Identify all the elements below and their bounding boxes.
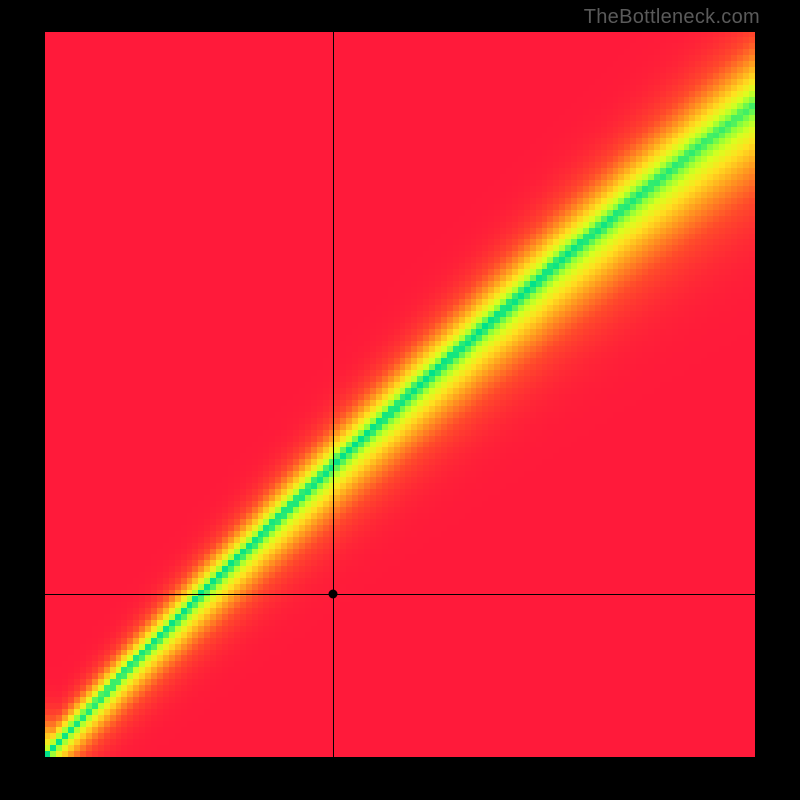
heatmap-canvas	[45, 32, 755, 757]
crosshair-horizontal	[45, 594, 755, 595]
watermark-text: TheBottleneck.com	[584, 6, 760, 29]
heatmap-plot	[45, 32, 755, 757]
crosshair-vertical	[333, 32, 334, 757]
probe-marker	[328, 589, 337, 598]
